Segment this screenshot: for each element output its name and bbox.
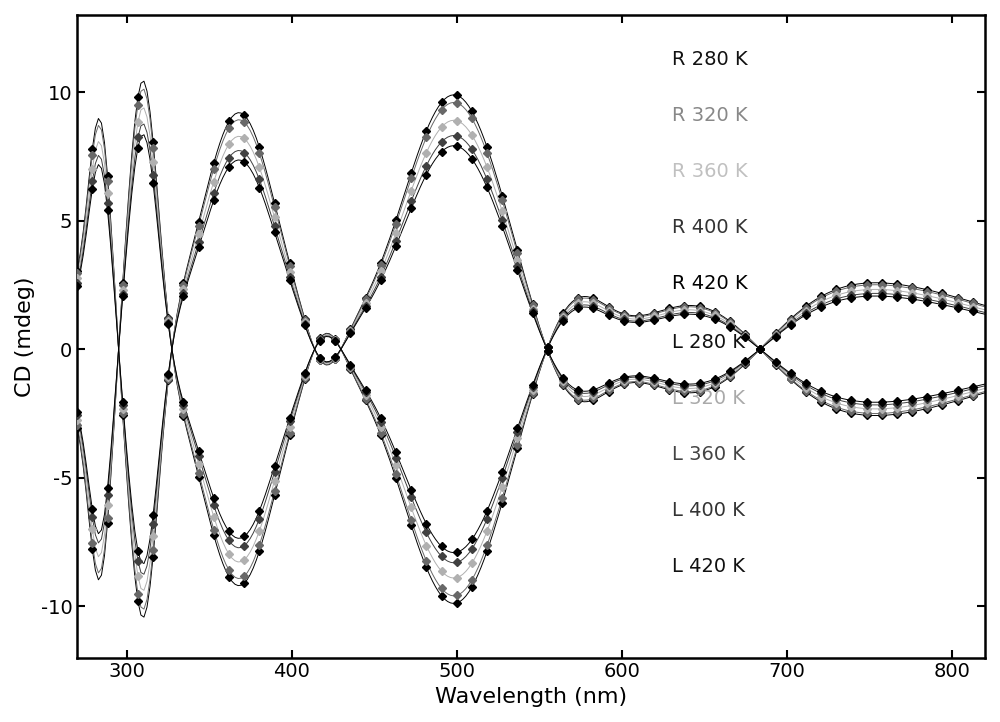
X-axis label: Wavelength (nm): Wavelength (nm) xyxy=(435,687,627,707)
Y-axis label: CD (mdeg): CD (mdeg) xyxy=(15,276,35,396)
Text: L 400 K: L 400 K xyxy=(672,501,745,520)
Text: R 320 K: R 320 K xyxy=(672,106,747,125)
Text: R 400 K: R 400 K xyxy=(672,218,747,237)
Text: R 360 K: R 360 K xyxy=(672,162,747,181)
Text: L 280 K: L 280 K xyxy=(672,333,745,352)
Text: L 360 K: L 360 K xyxy=(672,445,745,464)
Text: R 420 K: R 420 K xyxy=(672,274,747,293)
Text: R 280 K: R 280 K xyxy=(672,51,747,69)
Text: L 320 K: L 320 K xyxy=(672,389,745,408)
Text: L 420 K: L 420 K xyxy=(672,557,745,575)
